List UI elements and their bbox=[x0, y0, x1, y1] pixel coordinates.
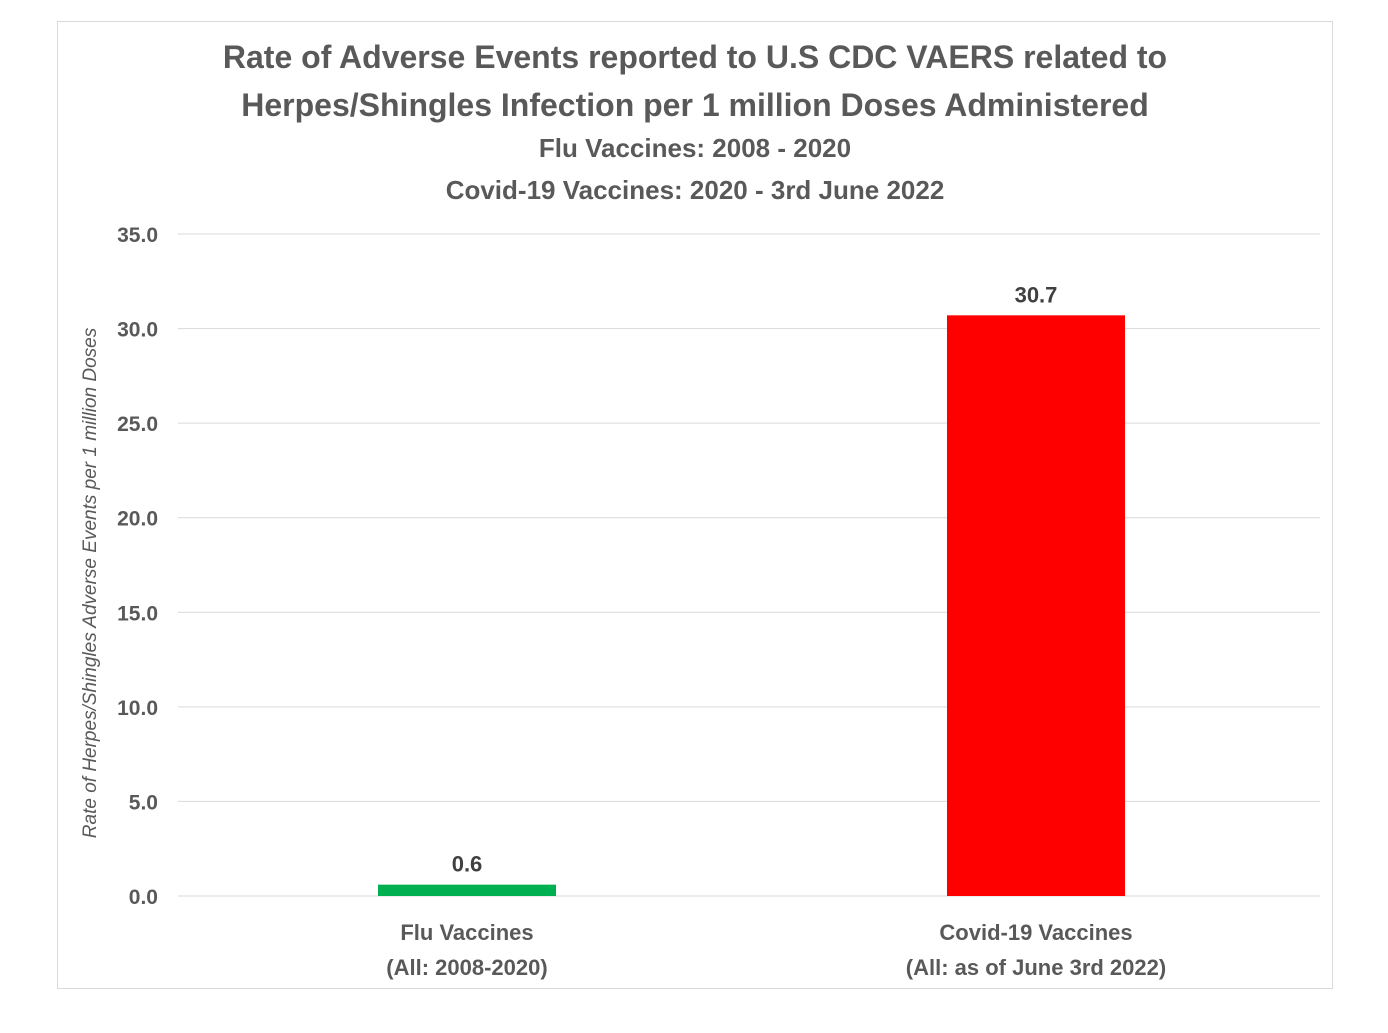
y-tick-label: 25.0 bbox=[117, 413, 158, 436]
y-tick-label: 0.0 bbox=[129, 886, 158, 909]
y-tick-label: 30.0 bbox=[117, 319, 158, 342]
x-category-label: Flu Vaccines bbox=[400, 920, 533, 945]
data-label: 0.6 bbox=[452, 852, 483, 877]
bar bbox=[947, 315, 1125, 896]
x-category-label: Covid-19 Vaccines bbox=[939, 920, 1132, 945]
y-tick-label: 20.0 bbox=[117, 508, 158, 531]
y-tick-label: 35.0 bbox=[117, 224, 158, 247]
chart-title-line: Herpes/Shingles Infection per 1 million … bbox=[241, 87, 1148, 123]
y-tick-label: 5.0 bbox=[129, 791, 158, 814]
y-tick-label: 15.0 bbox=[117, 602, 158, 625]
x-category-label: (All: 2008-2020) bbox=[386, 955, 547, 980]
x-category-label: (All: as of June 3rd 2022) bbox=[906, 955, 1166, 980]
y-axis-label: Rate of Herpes/Shingles Adverse Events p… bbox=[80, 327, 101, 838]
bar bbox=[378, 884, 556, 896]
y-tick-label: 10.0 bbox=[117, 697, 158, 720]
data-label: 30.7 bbox=[1015, 282, 1058, 307]
chart-title-line: Rate of Adverse Events reported to U.S C… bbox=[223, 39, 1167, 75]
chart-subtitle-line: Flu Vaccines: 2008 - 2020 bbox=[539, 133, 851, 163]
chart-subtitle-line: Covid-19 Vaccines: 2020 - 3rd June 2022 bbox=[446, 175, 945, 205]
